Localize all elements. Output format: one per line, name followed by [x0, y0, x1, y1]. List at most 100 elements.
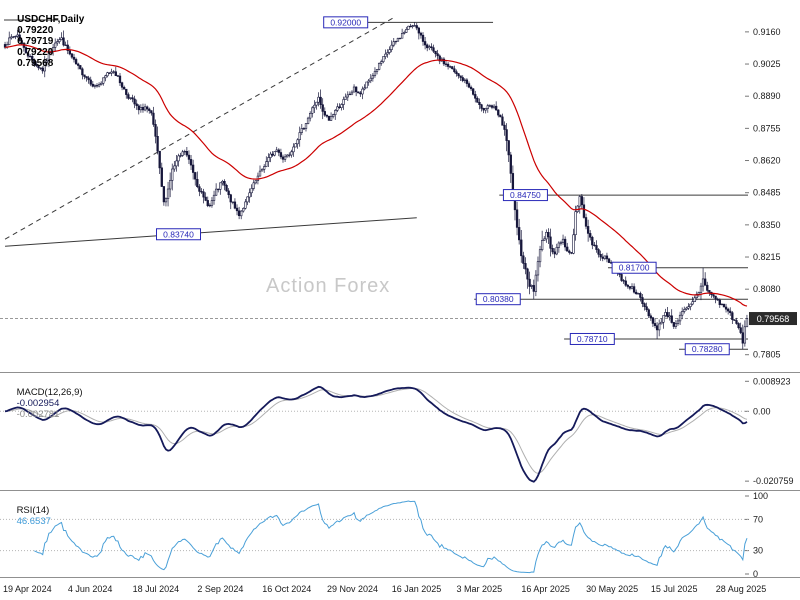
candle-bear: [532, 285, 535, 292]
price-level-label-box: [323, 16, 369, 29]
candle-bull: [578, 196, 581, 207]
candle-bear: [206, 200, 209, 206]
date-axis-label: 15 Jul 2025: [651, 584, 698, 594]
candle-bull: [697, 292, 701, 295]
candle-bear: [131, 97, 134, 100]
candle-bear: [323, 111, 326, 116]
candle-bear: [607, 258, 611, 263]
candle-bull: [214, 188, 218, 196]
candle-bear: [507, 140, 510, 156]
candle-bull: [309, 113, 312, 119]
candle-bear: [488, 105, 492, 107]
candle-bear: [639, 293, 642, 298]
candle-bull: [292, 146, 295, 153]
candle-bear: [645, 306, 648, 311]
candle-bull: [720, 303, 724, 306]
candle-bull: [97, 84, 101, 87]
candle-bull: [221, 181, 224, 184]
candle-bull: [336, 106, 339, 111]
date-axis-label: 16 Oct 2024: [262, 584, 311, 594]
rsi-line: [34, 500, 748, 574]
candle-bear: [735, 320, 738, 324]
candle-bear: [444, 63, 448, 65]
candle-bull: [407, 25, 410, 30]
candle-bull: [269, 153, 272, 158]
candle-bull: [311, 107, 314, 114]
candle-bear: [39, 67, 42, 69]
candle-bear: [20, 40, 23, 44]
price-axis-label: 0.8485: [753, 188, 781, 198]
candle-bull: [173, 165, 176, 170]
candle-bull: [662, 315, 665, 323]
candle-bear: [704, 278, 707, 286]
candle-bear: [505, 129, 508, 141]
candle-bear: [66, 44, 69, 51]
candle-bear: [467, 83, 471, 88]
candle-bear: [522, 255, 525, 264]
price-level-label: 0.80380: [483, 294, 514, 304]
date-axis-label: 28 Aug 2025: [716, 584, 767, 594]
candle-bear: [229, 194, 232, 203]
candle-bull: [45, 60, 48, 63]
candle-bear: [189, 159, 193, 166]
candle-bear: [89, 79, 92, 85]
candle-bear: [582, 204, 586, 218]
candle-bear: [79, 65, 82, 70]
candle-bull: [695, 293, 698, 299]
candle-bear: [196, 179, 199, 188]
candle-bear: [277, 149, 280, 153]
candle-bull: [530, 285, 533, 287]
candle-bear: [279, 152, 283, 158]
candle-bear: [563, 238, 567, 248]
price-level-label-box: [156, 228, 202, 241]
price-level-label: 0.78710: [577, 334, 608, 344]
macd-signal-line: [5, 387, 748, 474]
candle-bull: [396, 37, 400, 42]
candle-bull: [298, 132, 301, 140]
candle-bear: [327, 115, 331, 121]
candle-bear: [635, 291, 638, 295]
candle-bear: [520, 239, 523, 257]
candle-bear: [620, 274, 623, 281]
candle-bear: [737, 323, 740, 328]
candle-bear: [74, 59, 78, 65]
candle-bear: [415, 25, 418, 29]
candle-bull: [112, 71, 115, 73]
candle-bull: [306, 117, 310, 124]
candle-bull: [361, 88, 364, 95]
candle-bull: [388, 49, 391, 53]
candle-bear: [729, 310, 732, 314]
candle-bear: [202, 191, 205, 198]
rsi-axis-label: 30: [753, 546, 763, 556]
candle-bear: [271, 153, 274, 156]
ohlc-close: 0.79568: [17, 58, 54, 69]
candle-bear: [85, 76, 88, 79]
candle-bull: [681, 311, 684, 316]
candle-bear: [643, 303, 646, 308]
candle-bull: [288, 154, 291, 156]
candle-bear: [152, 112, 155, 125]
candle-bull: [64, 44, 67, 46]
candle-bull: [492, 105, 496, 108]
candle-bear: [83, 74, 86, 77]
candle-bear: [501, 116, 504, 126]
candle-bear: [123, 87, 126, 90]
candle-bear: [200, 191, 203, 193]
candle-bull: [486, 105, 489, 109]
candle-bear: [670, 315, 673, 323]
candle-bull: [129, 97, 132, 99]
candle-bear: [446, 63, 450, 67]
candle-bull: [363, 87, 366, 90]
candle-bear: [156, 136, 159, 152]
candle-bull: [263, 166, 266, 170]
rsi-axis-label: 100: [753, 491, 768, 501]
macd-value-2: -0.002781: [16, 409, 60, 420]
candle-bear: [472, 88, 475, 95]
candle-bull: [317, 96, 320, 103]
candle-bull: [100, 82, 103, 85]
candle-bull: [265, 161, 268, 167]
candle-bear: [455, 71, 458, 75]
candle-bear: [338, 106, 341, 109]
candle-bull: [463, 79, 466, 81]
